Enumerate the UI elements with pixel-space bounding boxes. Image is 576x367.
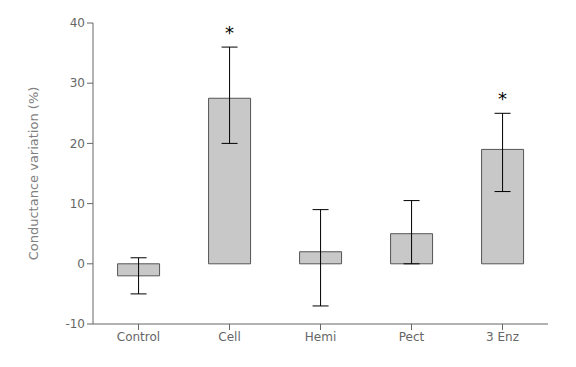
svg-text:40: 40 xyxy=(70,16,85,30)
svg-text:20: 20 xyxy=(70,137,85,151)
svg-text:10: 10 xyxy=(70,197,85,211)
svg-text:Hemi: Hemi xyxy=(305,330,336,344)
svg-text:3 Enz: 3 Enz xyxy=(486,330,519,344)
svg-text:*: * xyxy=(498,88,507,109)
svg-text:30: 30 xyxy=(70,76,85,90)
svg-text:Conductance variation (%): Conductance variation (%) xyxy=(26,87,41,261)
svg-text:*: * xyxy=(225,22,234,43)
svg-text:Control: Control xyxy=(117,330,160,344)
svg-text:Pect: Pect xyxy=(399,330,425,344)
svg-text:0: 0 xyxy=(77,257,85,271)
svg-text:Cell: Cell xyxy=(218,330,240,344)
svg-text:-10: -10 xyxy=(65,317,85,331)
